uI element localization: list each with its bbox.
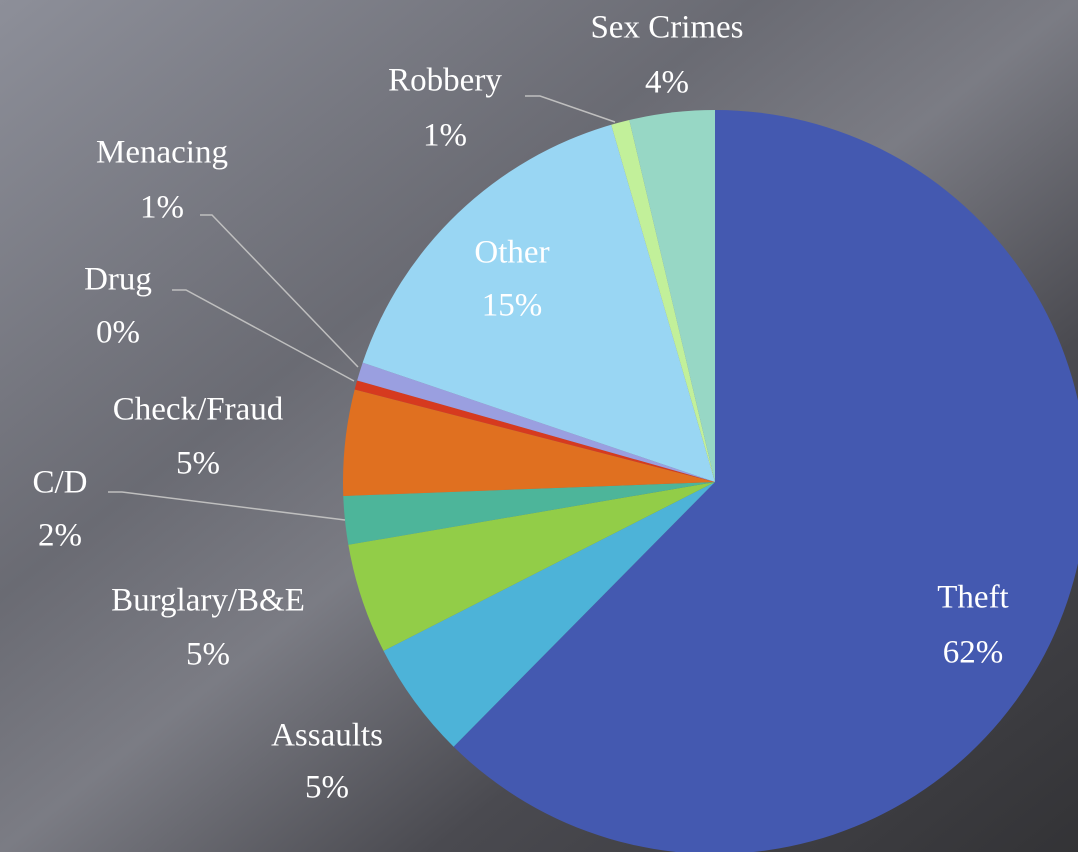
slice-value-label: 0% xyxy=(96,315,140,351)
slice-value-label: 1% xyxy=(423,118,467,154)
slice xyxy=(354,380,715,482)
slice xyxy=(348,482,715,651)
leader-line xyxy=(525,95,616,123)
slice xyxy=(629,110,715,482)
slice xyxy=(453,110,1078,852)
slice-value-label: 5% xyxy=(186,637,230,673)
slice xyxy=(343,389,715,497)
slice-label: Other xyxy=(474,235,549,271)
slice-label: Burglary/B&E xyxy=(111,583,305,619)
leader-line xyxy=(172,289,355,382)
slice-label: Check/Fraud xyxy=(113,392,284,428)
slice-label: C/D xyxy=(32,465,87,501)
labels: Theft 62% Assaults 5% Burglary/B&E 5% C/D 2% Che… xyxy=(32,10,1008,806)
slice xyxy=(362,124,715,482)
leader-line xyxy=(108,491,346,521)
slice-label: Drug xyxy=(84,262,152,298)
slice-value-label: 4% xyxy=(645,65,689,101)
leader-line xyxy=(200,214,359,368)
slice xyxy=(611,120,715,482)
pie xyxy=(343,110,1078,852)
slice-value-label: 5% xyxy=(176,446,220,482)
slice xyxy=(343,482,715,545)
slice-value-label: 62% xyxy=(943,635,1004,671)
slice-label: Theft xyxy=(937,580,1008,616)
slice-label: Sex Crimes xyxy=(590,10,743,46)
slice xyxy=(357,362,715,482)
slice-label: Assaults xyxy=(271,718,383,754)
slice-label: Robbery xyxy=(388,63,502,99)
slice-value-label: 15% xyxy=(482,288,543,324)
slice-value-label: 2% xyxy=(38,518,82,554)
slice xyxy=(383,482,715,747)
slice-value-label: 5% xyxy=(305,770,349,806)
slice-label: Menacing xyxy=(96,135,228,171)
slice-value-label: 1% xyxy=(140,190,184,226)
